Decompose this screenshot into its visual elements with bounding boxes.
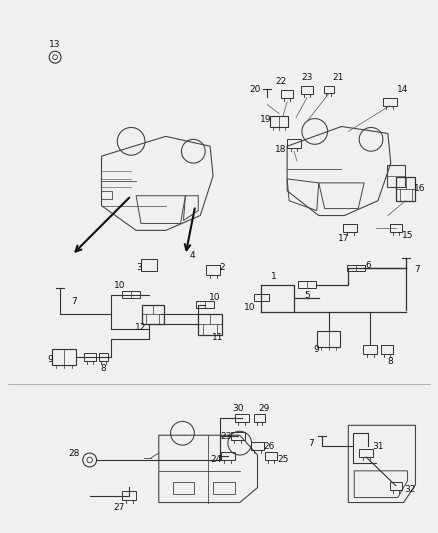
Bar xyxy=(390,224,402,232)
Text: 31: 31 xyxy=(372,442,384,450)
Bar xyxy=(347,264,365,271)
Bar xyxy=(363,345,377,353)
Text: 11: 11 xyxy=(212,333,224,342)
Text: 3: 3 xyxy=(136,263,142,272)
Text: 22: 22 xyxy=(276,77,287,86)
Text: 29: 29 xyxy=(259,404,270,413)
Text: 10: 10 xyxy=(209,293,221,302)
Text: 10: 10 xyxy=(113,281,125,290)
Bar xyxy=(390,482,402,490)
Text: 6: 6 xyxy=(365,261,371,270)
Bar xyxy=(231,432,245,440)
Text: 4: 4 xyxy=(190,251,195,260)
Bar xyxy=(381,345,393,353)
Bar xyxy=(142,304,164,325)
Bar xyxy=(359,449,373,457)
Bar xyxy=(122,491,136,500)
Bar xyxy=(122,291,140,298)
Bar xyxy=(196,301,214,308)
Text: 15: 15 xyxy=(402,231,413,240)
Text: 23: 23 xyxy=(220,432,232,441)
Bar xyxy=(317,332,340,347)
Text: 2: 2 xyxy=(219,263,225,272)
Bar xyxy=(324,86,333,93)
Text: 23: 23 xyxy=(301,74,313,83)
Text: 9: 9 xyxy=(47,354,53,364)
Text: 21: 21 xyxy=(333,74,344,83)
Text: 12: 12 xyxy=(135,323,147,332)
Text: 28: 28 xyxy=(68,449,80,457)
Text: 10: 10 xyxy=(244,303,255,312)
Bar xyxy=(298,281,316,288)
Bar xyxy=(281,90,293,98)
Text: 14: 14 xyxy=(397,85,408,94)
Text: 24: 24 xyxy=(210,456,222,464)
Text: 16: 16 xyxy=(413,184,425,193)
Bar xyxy=(287,139,301,148)
Bar xyxy=(101,191,113,199)
Bar xyxy=(270,116,288,127)
Bar xyxy=(396,177,416,201)
Text: 5: 5 xyxy=(304,291,310,300)
Bar xyxy=(254,294,269,301)
Bar xyxy=(173,482,194,494)
Bar xyxy=(301,86,313,94)
Bar xyxy=(254,415,265,422)
Text: 8: 8 xyxy=(101,365,106,374)
Bar xyxy=(235,415,249,422)
Bar xyxy=(221,452,235,460)
Text: 26: 26 xyxy=(264,442,275,450)
Text: 19: 19 xyxy=(260,115,271,124)
Bar xyxy=(213,482,235,494)
Text: 1: 1 xyxy=(272,272,277,281)
Bar xyxy=(99,353,109,361)
Bar xyxy=(387,165,405,187)
Bar xyxy=(383,98,397,106)
Bar xyxy=(206,265,220,275)
Text: 7: 7 xyxy=(71,297,77,306)
Text: 7: 7 xyxy=(308,439,314,448)
Bar xyxy=(265,452,277,460)
Text: 7: 7 xyxy=(415,265,420,274)
Bar xyxy=(84,353,95,361)
Bar xyxy=(198,313,222,335)
Text: 9: 9 xyxy=(314,345,320,353)
Text: 13: 13 xyxy=(49,40,61,49)
Text: 32: 32 xyxy=(404,485,415,494)
Text: 20: 20 xyxy=(250,85,261,94)
Bar xyxy=(52,349,76,365)
Text: 27: 27 xyxy=(113,503,125,512)
Text: 30: 30 xyxy=(232,404,244,413)
Text: 17: 17 xyxy=(338,234,349,243)
Bar xyxy=(141,259,157,271)
Bar xyxy=(251,442,265,450)
Text: 18: 18 xyxy=(276,145,287,154)
Text: 8: 8 xyxy=(387,357,393,366)
Text: 25: 25 xyxy=(278,456,289,464)
Bar xyxy=(343,224,357,232)
